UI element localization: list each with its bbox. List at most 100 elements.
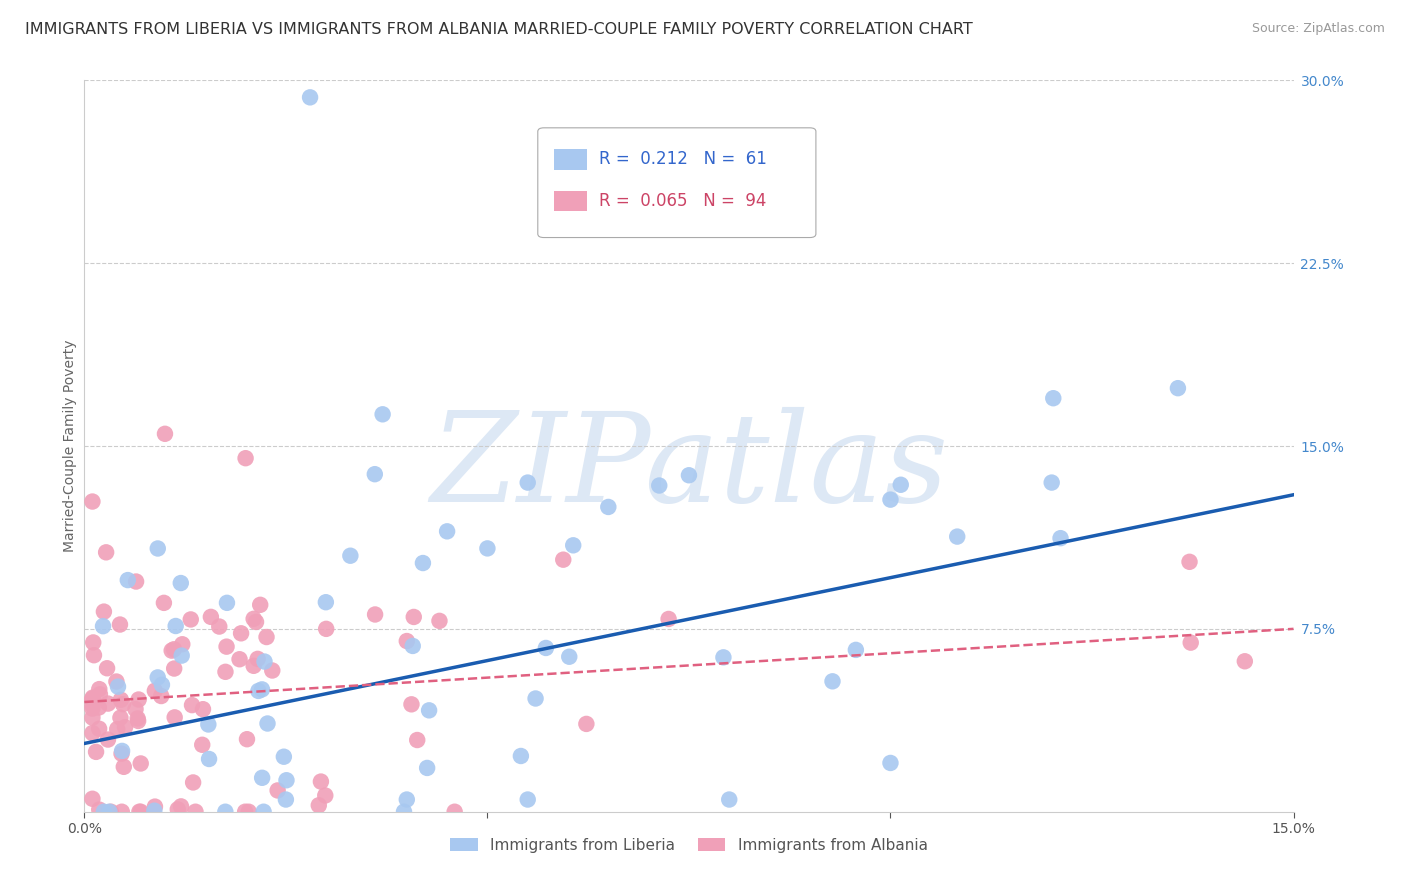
Point bbox=[163, 661, 186, 675]
Point bbox=[402, 610, 425, 624]
Point bbox=[558, 649, 581, 664]
Point bbox=[364, 607, 387, 622]
Point bbox=[111, 805, 134, 819]
Point bbox=[314, 789, 336, 803]
Point bbox=[107, 680, 129, 694]
Point bbox=[215, 640, 238, 654]
Point bbox=[143, 799, 166, 814]
Point bbox=[249, 598, 271, 612]
Point bbox=[163, 710, 186, 724]
Point bbox=[253, 655, 276, 669]
Point bbox=[250, 682, 273, 697]
Point bbox=[89, 682, 111, 697]
Point bbox=[242, 612, 264, 626]
Point bbox=[89, 803, 111, 817]
Point bbox=[100, 805, 122, 819]
Point bbox=[128, 692, 150, 706]
Point bbox=[82, 726, 104, 740]
Point bbox=[718, 792, 741, 806]
Point bbox=[412, 556, 434, 570]
Point bbox=[191, 738, 214, 752]
Legend: Immigrants from Liberia, Immigrants from Albania: Immigrants from Liberia, Immigrants from… bbox=[444, 831, 934, 859]
Point bbox=[127, 711, 149, 725]
Point bbox=[235, 451, 257, 466]
Point bbox=[143, 804, 166, 818]
Point bbox=[229, 626, 252, 640]
Point bbox=[150, 678, 173, 692]
Point bbox=[93, 605, 115, 619]
Point bbox=[429, 614, 451, 628]
Point bbox=[97, 697, 120, 711]
Point bbox=[143, 683, 166, 698]
Text: IMMIGRANTS FROM LIBERIA VS IMMIGRANTS FROM ALBANIA MARRIED-COUPLE FAMILY POVERTY: IMMIGRANTS FROM LIBERIA VS IMMIGRANTS FR… bbox=[25, 22, 973, 37]
Point bbox=[575, 717, 598, 731]
Point bbox=[96, 661, 118, 675]
Point bbox=[105, 722, 128, 736]
Point bbox=[124, 702, 146, 716]
Point bbox=[299, 90, 322, 104]
Point bbox=[273, 749, 295, 764]
Point bbox=[165, 619, 187, 633]
Point bbox=[94, 545, 117, 559]
Point bbox=[946, 530, 969, 544]
Point bbox=[198, 752, 221, 766]
Point bbox=[256, 630, 278, 644]
FancyBboxPatch shape bbox=[554, 149, 588, 169]
Point bbox=[87, 700, 110, 714]
Point bbox=[181, 698, 204, 712]
Point bbox=[233, 805, 256, 819]
Point bbox=[82, 692, 104, 706]
Point bbox=[111, 697, 134, 711]
Point bbox=[443, 805, 465, 819]
Point bbox=[170, 576, 193, 591]
Point bbox=[534, 640, 557, 655]
Point bbox=[309, 774, 332, 789]
Point bbox=[266, 783, 288, 797]
Point bbox=[242, 658, 264, 673]
Text: ZIPatlas: ZIPatlas bbox=[430, 407, 948, 529]
Point bbox=[236, 732, 259, 747]
Point bbox=[170, 648, 193, 663]
Point bbox=[1040, 475, 1063, 490]
Text: R =  0.065   N =  94: R = 0.065 N = 94 bbox=[599, 192, 766, 210]
Point bbox=[416, 761, 439, 775]
Point bbox=[402, 639, 425, 653]
Point bbox=[146, 670, 169, 684]
Point bbox=[1167, 381, 1189, 395]
Point bbox=[172, 637, 194, 651]
Point bbox=[821, 674, 844, 689]
Point bbox=[436, 524, 458, 539]
Point bbox=[1178, 555, 1201, 569]
Point bbox=[127, 714, 149, 728]
Point bbox=[197, 717, 219, 731]
Point bbox=[200, 610, 222, 624]
Point bbox=[112, 760, 135, 774]
Point bbox=[274, 792, 297, 806]
Point bbox=[276, 773, 298, 788]
Point bbox=[128, 805, 150, 819]
Point bbox=[98, 805, 121, 819]
Text: R =  0.212   N =  61: R = 0.212 N = 61 bbox=[599, 150, 768, 169]
Point bbox=[418, 703, 440, 717]
Point bbox=[146, 541, 169, 556]
Point bbox=[125, 574, 148, 589]
Point bbox=[477, 541, 499, 556]
Point bbox=[339, 549, 361, 563]
Point bbox=[163, 642, 186, 657]
Point bbox=[129, 805, 152, 819]
Point bbox=[82, 635, 104, 649]
Point bbox=[93, 805, 115, 819]
Point bbox=[238, 805, 260, 819]
Point bbox=[215, 596, 238, 610]
Point bbox=[160, 643, 183, 657]
Point bbox=[82, 791, 104, 805]
Point bbox=[509, 749, 531, 764]
Point bbox=[598, 500, 620, 514]
Point bbox=[82, 494, 104, 508]
Point bbox=[247, 684, 270, 698]
Point bbox=[208, 619, 231, 633]
Point bbox=[228, 652, 250, 666]
Point bbox=[401, 698, 423, 712]
Point bbox=[1042, 391, 1064, 405]
Point bbox=[180, 612, 202, 626]
